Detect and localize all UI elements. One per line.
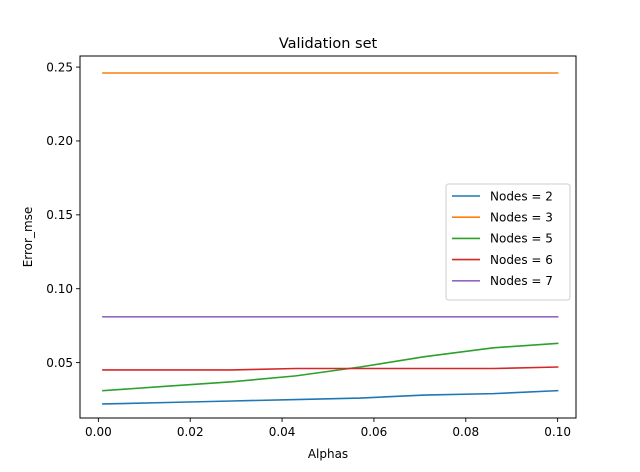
legend-label: Nodes = 5	[490, 232, 553, 246]
x-axis-label: Alphas	[308, 447, 348, 461]
y-tick-label: 0.05	[46, 356, 73, 370]
plot-frame	[79, 55, 577, 419]
x-tick-label: 0.06	[361, 425, 388, 439]
legend-label: Nodes = 2	[490, 189, 553, 203]
x-tick-label: 0.08	[452, 425, 479, 439]
x-tick-label: 0.02	[177, 425, 204, 439]
series-line-3	[102, 342, 559, 392]
series-line-4	[102, 366, 559, 371]
x-tick-label: 0.10	[544, 425, 571, 439]
x-tick-label: 0.00	[85, 425, 112, 439]
plot-lines	[102, 72, 559, 405]
legend-label: Nodes = 3	[490, 211, 553, 225]
y-axis: 0.05 0.10 0.15 0.20 0.25	[46, 60, 80, 370]
legend-label: Nodes = 6	[490, 253, 553, 267]
legend: Nodes = 2 Nodes = 3 Nodes = 5 Nodes = 6 Node…	[445, 183, 571, 301]
y-tick-label: 0.10	[46, 282, 73, 296]
chart-title: Validation set	[279, 36, 378, 52]
y-tick-label: 0.20	[46, 134, 73, 148]
y-tick-label: 0.25	[46, 60, 73, 74]
series-line-1	[102, 389, 559, 405]
legend-label: Nodes = 7	[490, 274, 553, 288]
legend-box	[445, 183, 571, 301]
y-tick-label: 0.15	[46, 208, 73, 222]
x-axis: 0.00 0.02 0.04 0.06 0.08 0.10	[85, 418, 571, 439]
x-tick-label: 0.04	[269, 425, 296, 439]
y-axis-label: Error_mse	[21, 207, 35, 268]
